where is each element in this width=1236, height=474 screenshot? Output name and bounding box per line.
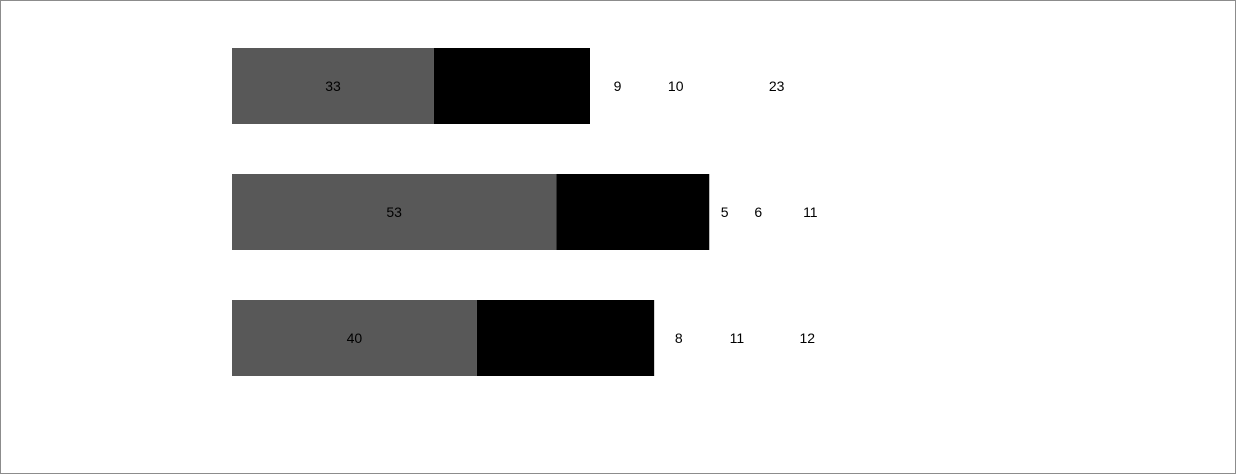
bar-segment-3-2 — [476, 300, 655, 376]
segment-label-3-4: 11 — [730, 330, 745, 346]
bar-segment-3-3 — [654, 300, 704, 376]
bar-segment-1-1 — [232, 48, 434, 124]
segment-label-1-1: 33 — [325, 78, 341, 94]
bar-segment-2-5 — [776, 174, 844, 250]
bar-segment-2-1 — [232, 174, 557, 250]
segment-label-2-5: 11 — [803, 204, 818, 220]
bar-segment-3-1 — [232, 300, 477, 376]
bar-segment-3-4 — [703, 300, 771, 376]
bar-segment-1-2 — [433, 48, 591, 124]
bar-segment-2-2 — [556, 174, 710, 250]
segment-label-2-3: 5 — [721, 204, 729, 220]
segment-label-2-4: 6 — [754, 204, 762, 220]
segment-label-3-3: 8 — [675, 330, 683, 346]
bar-segment-2-4 — [739, 174, 777, 250]
segment-label-2-1: 53 — [386, 204, 402, 220]
bar-segment-2-3 — [709, 174, 740, 250]
bar-segment-1-3 — [590, 48, 646, 124]
segment-label-1-3: 9 — [614, 78, 622, 94]
bar-segment-3-5 — [770, 300, 844, 376]
bar-segment-1-4 — [645, 48, 707, 124]
segment-label-3-5: 12 — [799, 330, 815, 346]
segment-label-1-5: 23 — [769, 78, 785, 94]
segment-label-1-4: 10 — [668, 78, 684, 94]
bar-segment-1-5 — [706, 48, 848, 124]
segment-label-3-1: 40 — [347, 330, 363, 346]
